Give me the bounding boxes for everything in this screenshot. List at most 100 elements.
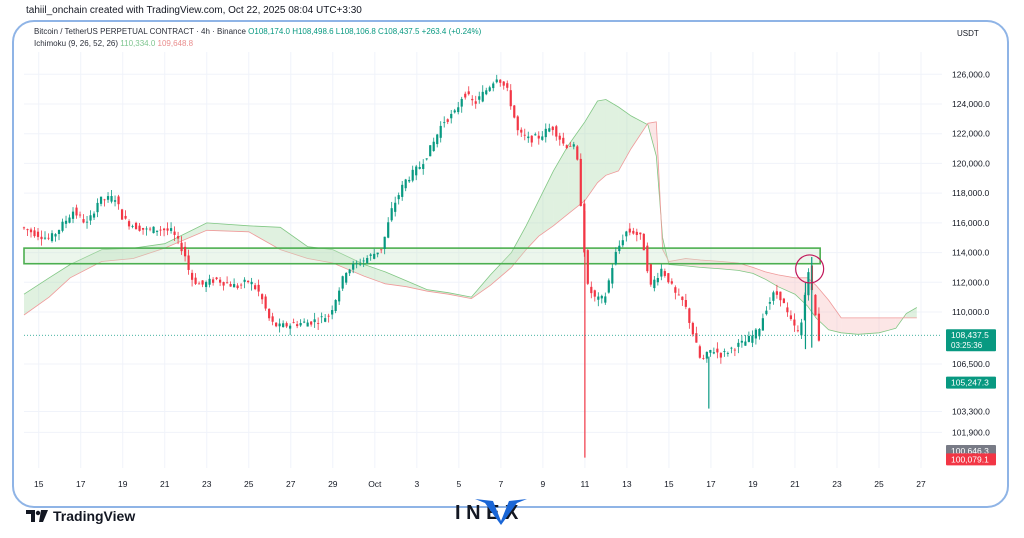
ichimoku-cloud-segment (280, 227, 308, 259)
ichimoku-cloud-segment (511, 225, 527, 268)
ichimoku-cloud-segment (101, 248, 134, 262)
x-tick-label: 3 (414, 479, 419, 489)
candle-body (572, 144, 575, 147)
candle-body (646, 245, 649, 272)
candle-body (254, 285, 257, 290)
candle-body (415, 166, 418, 176)
y-tick-label: 124,000.0 (952, 99, 990, 109)
candle-body (187, 255, 190, 270)
indicator-value-b: 109,648.8 (157, 39, 194, 48)
ichimoku-cloud-segment (568, 121, 585, 214)
y-tick-label: 103,300.0 (952, 407, 990, 417)
ichimoku-cloud-segment (778, 274, 795, 295)
candle-body (562, 137, 565, 144)
candle-body (22, 227, 26, 229)
candle-body (569, 145, 572, 147)
candle-body (376, 252, 379, 255)
candle-body (383, 236, 386, 249)
candle-body (628, 228, 631, 233)
candle-body (705, 351, 708, 359)
symbol-name[interactable]: Bitcoin / TetherUS PERPETUAL CONTRACT · … (34, 27, 246, 36)
candle-body (649, 264, 652, 285)
candle-body (61, 221, 64, 231)
candle-body (779, 291, 782, 301)
candle-body (247, 280, 250, 283)
candle-body (380, 249, 383, 251)
price-label-text: 108,437.5 (951, 330, 989, 340)
candle-body (103, 199, 106, 201)
candle-body (155, 230, 159, 232)
candle-body (793, 319, 796, 326)
candle-body (117, 196, 120, 205)
candle-body (226, 282, 229, 284)
candle-body (611, 268, 614, 284)
candle-body (292, 322, 295, 324)
candle-body (289, 325, 292, 329)
candle-body (233, 284, 236, 288)
candle-body (120, 209, 124, 220)
candle-body (180, 242, 183, 252)
candle-body (436, 134, 439, 145)
candle-body (29, 229, 33, 233)
candle-body (740, 340, 743, 343)
candle-body (250, 281, 253, 285)
ichimoku-cloud-segment (248, 225, 281, 250)
y-tick-label: 110,000.0 (952, 307, 989, 317)
candle-body (527, 136, 530, 139)
candle-body (390, 208, 393, 221)
price-label-box (946, 376, 996, 389)
x-tick-label: 25 (874, 479, 884, 489)
candle-body (782, 298, 786, 304)
candle-body (317, 323, 320, 324)
candle-body (124, 215, 127, 219)
candle-body (807, 272, 810, 296)
candle-body (607, 280, 610, 293)
candle-body (719, 352, 722, 358)
candle-body (691, 322, 694, 335)
candle-body (754, 329, 757, 339)
candle-body (632, 230, 635, 234)
candle-body (698, 346, 701, 358)
candle-body (667, 273, 670, 283)
candle-body (506, 83, 509, 88)
candle-body (352, 263, 355, 270)
candle-body (744, 341, 747, 346)
candle-body (656, 278, 659, 283)
y-tick-label: 112,000.0 (952, 277, 989, 287)
candle-body (544, 128, 547, 138)
x-tick-label: 27 (916, 479, 926, 489)
candle-body (537, 135, 540, 139)
candle-body (71, 211, 75, 219)
ichimoku-cloud-segment (364, 264, 386, 284)
currency-unit[interactable]: USDT (957, 29, 979, 38)
candle-body (548, 128, 551, 132)
candle-body (523, 134, 526, 136)
candle-body (176, 236, 180, 239)
candle-body (786, 307, 789, 313)
candle-body (397, 195, 400, 200)
candle-body (334, 299, 337, 311)
candle-body (341, 276, 344, 289)
x-tick-label: 21 (160, 479, 170, 489)
candle-body (768, 302, 771, 304)
candle-body (285, 323, 288, 327)
candle-body (464, 93, 467, 98)
candle-body (443, 122, 446, 124)
ichimoku-lead-a-line (23, 99, 917, 335)
candle-body (99, 196, 103, 204)
candle-body (422, 164, 425, 169)
ichimoku-cloud-segment (490, 252, 512, 286)
candle-body (282, 323, 285, 328)
y-tick-label: 120,000.0 (952, 158, 990, 168)
x-tick-label: 27 (286, 479, 296, 489)
candle-body (348, 269, 351, 274)
candle-body (688, 308, 691, 323)
candle-body (618, 245, 621, 252)
candle-body (481, 91, 484, 102)
candle-body (684, 300, 687, 307)
candle-body (68, 217, 71, 223)
x-tick-label: 9 (541, 479, 546, 489)
indicator-name[interactable]: Ichimoku (9, 26, 52, 26) (34, 39, 119, 48)
candle-body (404, 179, 407, 189)
